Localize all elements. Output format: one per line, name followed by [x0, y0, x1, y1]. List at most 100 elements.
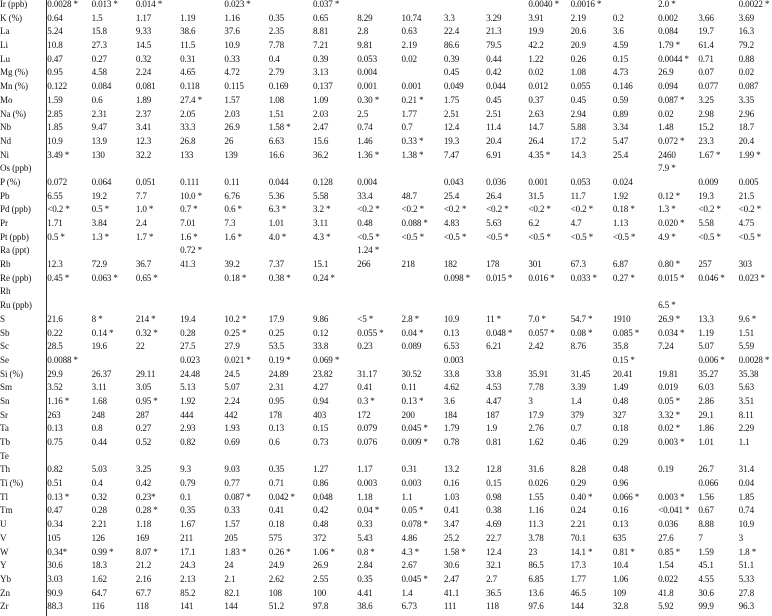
table-row: Os (ppb) 7.9 *: [0, 164, 772, 178]
cell-r8-c14: 0.02: [658, 108, 674, 119]
cell-r24-c15: 1.19: [698, 327, 714, 338]
row-label-p: P (%): [0, 177, 48, 192]
cell-r42-c4: 2.1: [224, 573, 236, 584]
cell-r21-c2: [136, 287, 180, 301]
cell-r12-c13: [613, 164, 658, 178]
cell-r29-c2: 0.95 *: [135, 395, 158, 406]
cell-r6-c16: 0.087: [738, 81, 759, 92]
table-row: Ru (ppb) 6.5 *: [0, 301, 772, 315]
cell-r41-c12: 17.3: [570, 560, 586, 571]
cell-r20-c6: 0.24 *: [312, 272, 335, 283]
cell-r30-c10: 187: [486, 409, 500, 420]
cell-r18-c2: [136, 246, 180, 260]
table-row: Tl 0.13 * 0.32 0.23* 0.1 0.087 * 0.042 * 0.048 1…: [0, 491, 772, 507]
cell-r11-c15: 1.67 *: [698, 149, 721, 160]
cell-r41-c9: 30.6: [443, 560, 460, 571]
cell-r3-c7: 9.81: [357, 40, 373, 51]
cell-r3-c4: 10.9: [224, 40, 240, 51]
cell-r15-c8: <0.2 *: [401, 204, 425, 215]
cell-r44-c6: 97.8: [312, 601, 329, 612]
cell-r11-c3: 133: [180, 149, 194, 160]
cell-r22-c1: [92, 301, 136, 315]
cell-r17-c3: 1.6 *: [180, 231, 198, 242]
cell-r36-c14: 0.003 *: [658, 491, 685, 502]
cell-r4-c1: 0.27: [91, 53, 107, 64]
cell-r14-c7: 33.4: [357, 190, 373, 201]
cell-r38-c10: 4.69: [486, 519, 502, 530]
cell-r44-c1: 116: [91, 601, 105, 612]
table-row: Lu 0.47 0.27 0.32 0.31 0.33 0.4 0.39 0.053 0.02 0.…: [0, 53, 772, 69]
cell-r30-c7: 172: [357, 409, 371, 420]
cell-r29-c6: 0.94: [312, 395, 329, 406]
cell-r17-c1: 1.3 *: [91, 231, 110, 242]
cell-r36-c7: 1.18: [357, 491, 373, 502]
cell-r27-c10: 33.8: [486, 368, 502, 379]
cell-r1-c7: 8.29: [357, 12, 373, 23]
cell-r15-c6: 3.2 *: [312, 204, 331, 215]
cell-r36-c16: 1.85: [738, 491, 754, 502]
table-row: Sc 28.5 19.6 22 27.5 27.9 53.5 33.8 0.23 0.089 6.5…: [0, 342, 772, 356]
cell-r28-c13: 1.49: [612, 382, 629, 393]
cell-r42-c2: 2.16: [135, 573, 152, 584]
cell-r23-c11: 7.0 *: [528, 313, 546, 324]
cell-r3-c2: 14.5: [135, 40, 152, 51]
cell-r30-c3: 444: [180, 409, 194, 420]
cell-r11-c11: 4.35 *: [528, 149, 551, 160]
cell-r21-c3: [180, 287, 224, 301]
cell-r6-c15: 0.077: [698, 81, 719, 92]
cell-r11-c0: 3.49 *: [47, 149, 70, 160]
cell-r38-c2: 1.18: [135, 519, 152, 530]
cell-r22-c12: [571, 301, 613, 315]
cell-r14-c11: 31.5: [528, 190, 544, 201]
cell-r29-c1: 1.68: [91, 395, 107, 406]
cell-r41-c11: 86.5: [528, 560, 544, 571]
cell-r42-c9: 2.47: [443, 573, 460, 584]
row-label-pr: Pr: [0, 219, 48, 233]
cell-r44-c5: 51.2: [268, 601, 285, 612]
cell-r42-c6: 2.55: [312, 573, 329, 584]
cell-r24-c11: 0.057 *: [528, 327, 555, 338]
cell-r33-c7: [357, 452, 401, 466]
cell-r40-c3: 17.1: [180, 546, 196, 557]
cell-r5-c1: 4.58: [91, 67, 107, 78]
cell-r24-c1: 0.14 *: [91, 327, 114, 338]
cell-r7-c8: 0.21 *: [401, 94, 424, 105]
cell-r4-c8: 0.02: [401, 53, 417, 64]
cell-r40-c10: 12.4: [486, 546, 502, 557]
cell-r12-c15: [698, 164, 738, 178]
cell-r18-c1: [92, 246, 136, 260]
table-row: Ni 3.49 * 130 32.2 133 139 16.6 36.2 1.36 * 1.38 …: [0, 149, 772, 165]
cell-r16-c3: 7.01: [180, 218, 196, 228]
cell-r24-c0: 0.22: [47, 327, 63, 338]
cell-r15-c2: 1.0 *: [135, 204, 154, 215]
cell-r43-c4: 82.1: [224, 587, 240, 598]
cell-r40-c2: 8.07 *: [135, 546, 158, 557]
cell-r35-c1: 0.4: [91, 478, 103, 489]
cell-r13-c1: 0.064: [91, 176, 112, 187]
row-label-rb: Rb: [0, 260, 48, 274]
cell-r36-c4: 0.087 *: [224, 491, 251, 502]
cell-r39-c8: 4.86: [401, 532, 417, 543]
cell-r41-c4: 24: [224, 560, 234, 571]
cell-r23-c14: 26.9 *: [658, 313, 680, 324]
cell-r27-c16: 35.38: [738, 368, 759, 379]
cell-r9-c0: 1.85: [47, 122, 63, 133]
cell-r27-c3: 24.48: [180, 368, 200, 379]
cell-r4-c13: 0.15: [612, 53, 629, 64]
cell-r8-c9: 2.51: [443, 108, 460, 119]
cell-r20-c10: 0.015 *: [486, 272, 513, 283]
cell-r10-c7: 1.46: [357, 135, 373, 146]
cell-r26-c2: [136, 356, 180, 370]
cell-r27-c5: 24.89: [268, 368, 289, 379]
cell-r28-c10: 4.53: [486, 382, 502, 393]
cell-r31-c7: 0.079: [357, 423, 377, 434]
cell-r39-c0: 105: [47, 532, 61, 543]
cell-r6-c5: 0.169: [268, 81, 289, 92]
cell-r1-c1: 1.5: [91, 12, 103, 23]
cell-r38-c7: 0.33: [357, 519, 373, 530]
cell-r3-c14: 1.79 *: [658, 40, 680, 51]
cell-r20-c12: 0.033 *: [570, 272, 597, 283]
cell-r25-c7: 0.23: [357, 341, 373, 352]
cell-r26-c11: [528, 356, 570, 370]
row-label-y: Y: [0, 561, 48, 575]
